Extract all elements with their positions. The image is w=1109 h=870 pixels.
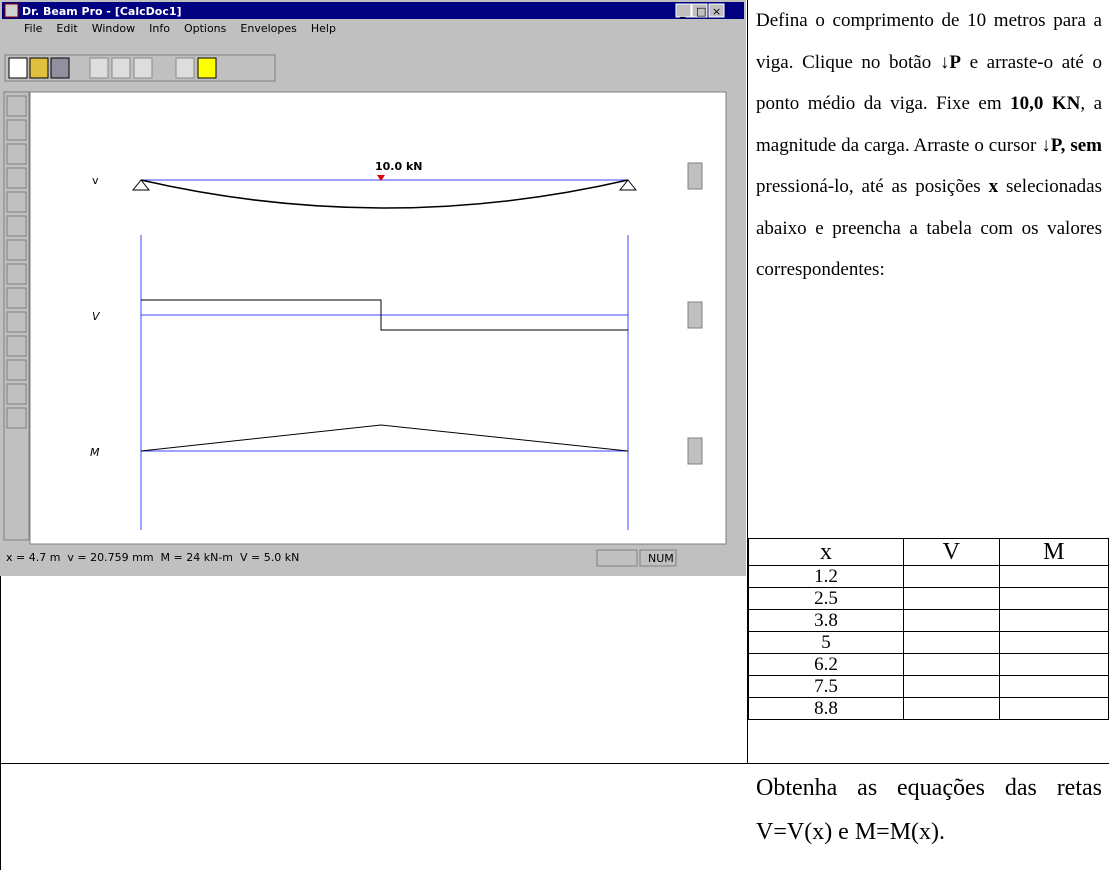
border: [0, 763, 1109, 764]
tool-button[interactable]: [7, 144, 26, 164]
empty-cell: [904, 632, 999, 654]
instruction-run: x: [989, 176, 999, 197]
menu-item[interactable]: Info: [149, 22, 170, 35]
load-label: 10.0 kN: [375, 160, 423, 173]
instruction-run: ↓P, sem: [1041, 135, 1102, 156]
empty-cell: [904, 676, 999, 698]
window-buttons[interactable]: _ □ ×: [676, 4, 724, 18]
tool-button[interactable]: [7, 168, 26, 188]
tool-button[interactable]: [7, 240, 26, 260]
empty-cell: [999, 632, 1108, 654]
app-window: Dr. Beam Pro - [CalcDoc1] _ □ × File Edit Wi…: [0, 0, 746, 576]
diagram-label: M: [90, 446, 100, 459]
empty-cell: [904, 610, 999, 632]
empty-cell: [999, 588, 1108, 610]
diagram-label: v: [92, 174, 99, 187]
instruction-run: pressioná-lo, até as posições: [756, 176, 989, 197]
tool-button[interactable]: [7, 384, 26, 404]
svg-text:□: □: [696, 5, 706, 18]
empty-cell: [904, 588, 999, 610]
tool-button[interactable]: [7, 288, 26, 308]
empty-cell: [904, 698, 999, 720]
tool-button[interactable]: [7, 216, 26, 236]
tool-button[interactable]: [7, 264, 26, 284]
menu-item[interactable]: Edit: [56, 22, 78, 35]
menu-item[interactable]: Help: [311, 22, 336, 35]
empty-cell: [904, 654, 999, 676]
page: {"window": {"title": "Dr. Beam Pro - [Ca…: [0, 0, 1109, 870]
x-cell: 1.2: [749, 566, 904, 588]
status-text: x = 4.7 m v = 20.759 mm M = 24 kN-m V = …: [6, 551, 299, 564]
empty-cell: [999, 610, 1108, 632]
empty-cell: [999, 698, 1108, 720]
x-cell: 7.5: [749, 676, 904, 698]
toolbar: [5, 55, 275, 81]
empty-cell: [999, 654, 1108, 676]
menu-item[interactable]: Options: [184, 22, 227, 35]
tool-button[interactable]: [7, 408, 26, 428]
x-cell: 2.5: [749, 588, 904, 610]
svg-text:×: ×: [712, 5, 721, 18]
empty-cell: [999, 566, 1108, 588]
window-title: Dr. Beam Pro - [CalcDoc1]: [22, 5, 182, 18]
tool-button[interactable]: [7, 96, 26, 116]
header-cell: V: [904, 539, 999, 566]
instruction-run: 10,0 KN: [1010, 93, 1080, 114]
tool-button[interactable]: [7, 312, 26, 332]
x-cell: 8.8: [749, 698, 904, 720]
instructions: Defina o comprimento de 10 metros para a…: [756, 0, 1102, 291]
tool-button[interactable]: [7, 336, 26, 356]
x-cell: 6.2: [749, 654, 904, 676]
x-cell: 5: [749, 632, 904, 654]
tool-button[interactable]: [7, 360, 26, 380]
instruction-run: ↓P: [940, 52, 961, 73]
empty-cell: [999, 676, 1108, 698]
empty-cell: [904, 566, 999, 588]
tool-button[interactable]: [7, 192, 26, 212]
svg-text:_: _: [679, 5, 686, 18]
question: Obtenha as equações das retas V=V(x) e M…: [756, 766, 1102, 854]
menu-item[interactable]: Envelopes: [240, 22, 297, 35]
status-indicator: NUM: [648, 552, 674, 565]
header-cell: M: [999, 539, 1108, 566]
menu-item[interactable]: File: [24, 22, 43, 35]
header-cell: x: [749, 539, 904, 566]
x-cell: 3.8: [749, 610, 904, 632]
menu-item[interactable]: Window: [92, 22, 135, 35]
tool-button[interactable]: [7, 120, 26, 140]
